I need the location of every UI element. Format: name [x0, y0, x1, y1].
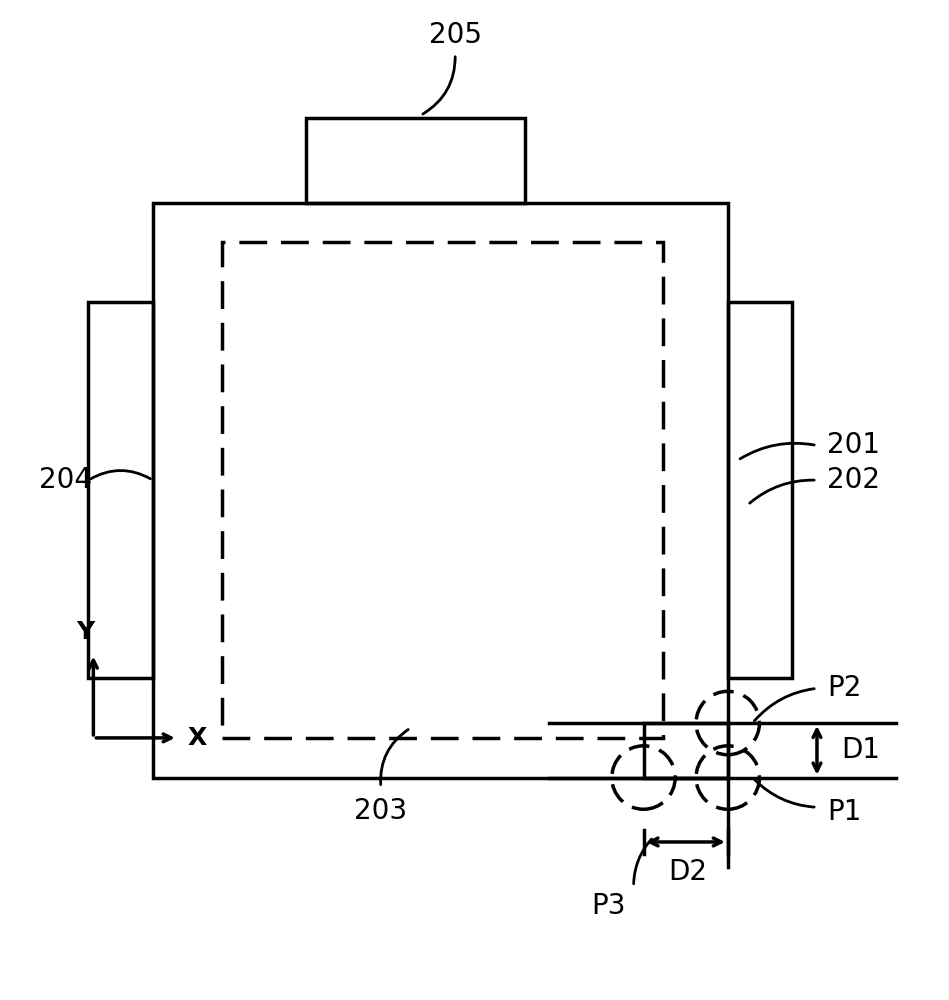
Text: 205: 205	[429, 21, 482, 49]
Bar	[307, 118, 525, 203]
Bar	[728, 302, 792, 678]
Text: D1: D1	[842, 736, 881, 764]
Bar	[88, 302, 153, 678]
Text: 204: 204	[39, 466, 92, 494]
Text: D2: D2	[668, 858, 707, 886]
Text: 203: 203	[354, 797, 407, 825]
Text: Y: Y	[76, 620, 95, 644]
Text: P1: P1	[827, 798, 862, 826]
Bar	[643, 723, 728, 778]
Bar	[222, 242, 663, 738]
Text: 201: 201	[827, 431, 880, 459]
Text: 202: 202	[827, 466, 880, 494]
Text: X: X	[188, 726, 207, 750]
Bar	[153, 203, 728, 778]
Text: P2: P2	[827, 674, 862, 702]
Text: P3: P3	[591, 892, 626, 920]
